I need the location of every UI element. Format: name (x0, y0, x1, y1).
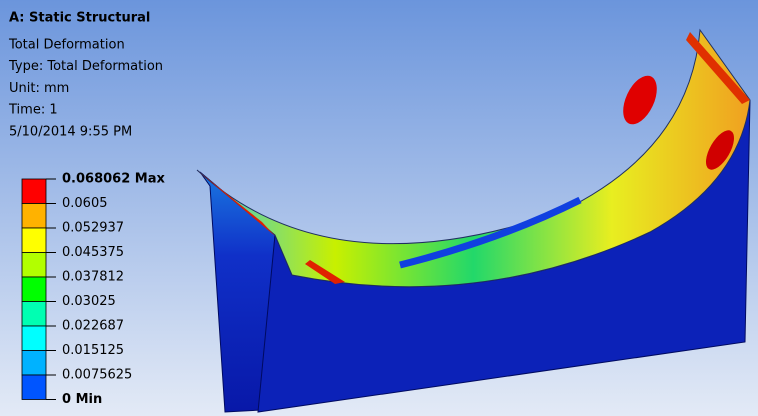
legend-label: 0.037812 (62, 270, 124, 285)
legend-swatch (22, 326, 46, 351)
legend-swatch (22, 302, 46, 327)
legend-label: 0.0075625 (62, 368, 132, 383)
legend-label: 0.015125 (62, 343, 124, 358)
header-line: Unit: mm (9, 81, 69, 96)
legend-swatch (22, 204, 46, 229)
page: A: Static Structural Total Deformation Ty… (0, 0, 758, 416)
legend-label: 0.052937 (62, 221, 124, 236)
legend-label: 0.045375 (62, 245, 124, 260)
legend-label: 0.022687 (62, 319, 124, 334)
legend-label: 0 Min (62, 392, 102, 407)
legend-label: 0.0605 (62, 196, 108, 211)
legend-swatch (22, 253, 46, 278)
legend-swatch (22, 228, 46, 253)
header-line: Type: Total Deformation (8, 59, 163, 74)
legend-swatch (22, 351, 46, 376)
header-line: 5/10/2014 9:55 PM (9, 124, 132, 139)
legend-label: 0.03025 (62, 294, 116, 309)
legend-swatch (22, 277, 46, 302)
viewport: A: Static Structural Total Deformation Ty… (0, 0, 758, 416)
header-line: Total Deformation (8, 38, 125, 53)
analysis-title: A: Static Structural (9, 11, 150, 26)
legend-swatch (22, 179, 46, 204)
header-line: Time: 1 (8, 103, 58, 118)
legend-label: 0.068062 Max (62, 172, 165, 187)
legend-swatch (22, 375, 46, 400)
